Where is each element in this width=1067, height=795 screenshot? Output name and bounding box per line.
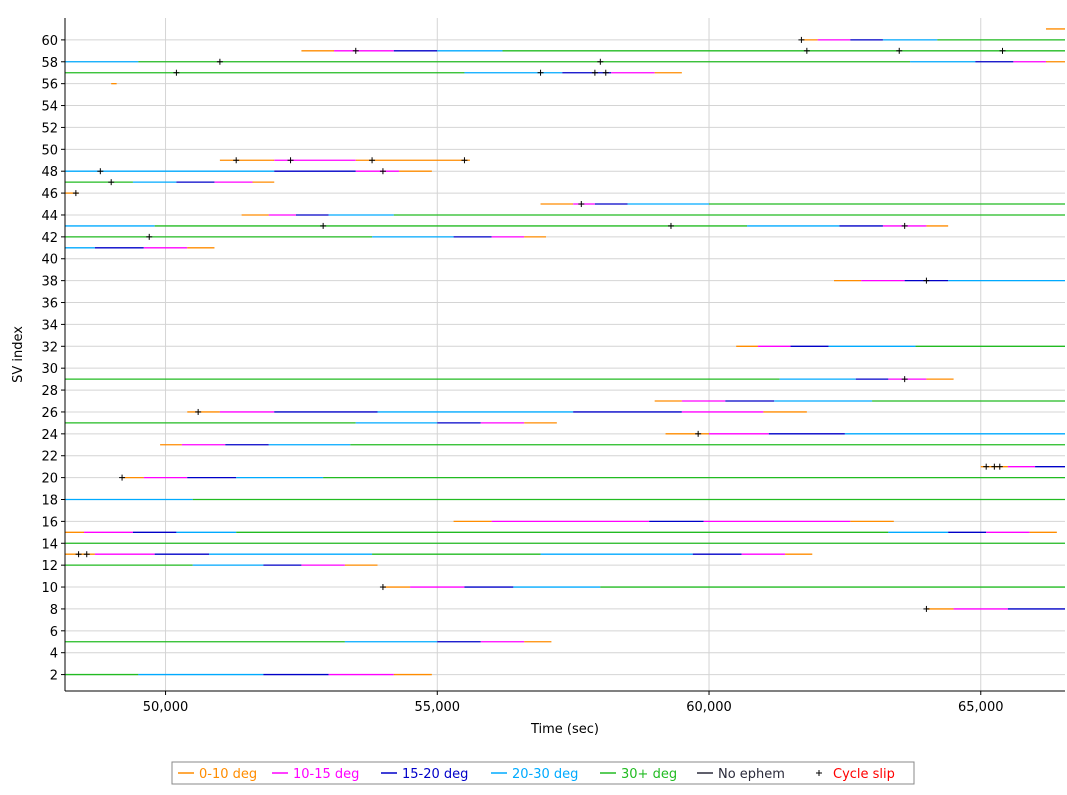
cycle-slip-marker — [379, 584, 386, 591]
cycle-slip-marker — [695, 430, 702, 437]
legend-entry: 30+ deg — [600, 767, 677, 782]
cycle-slip-marker — [597, 58, 604, 65]
cycle-slip-marker — [83, 551, 90, 558]
cycle-slip-marker — [119, 474, 126, 481]
y-tick-label: 20 — [41, 472, 58, 487]
cycle-slip-marker — [216, 58, 223, 65]
y-tick-label: 50 — [41, 143, 58, 158]
legend-box — [171, 761, 915, 785]
cycle-slip-marker — [287, 157, 294, 164]
y-tick-label: 16 — [41, 515, 58, 530]
cycle-slips-layer — [72, 36, 1006, 612]
legend-entry: 15-20 deg — [381, 767, 468, 782]
y-tick-label: 40 — [41, 253, 58, 268]
legend-entry: Cycle slip — [816, 767, 895, 782]
cycle-slip-marker — [996, 463, 1003, 470]
y-tick-label: 54 — [41, 100, 58, 115]
x-tick-label: 55,000 — [415, 700, 461, 715]
y-tick-label: 38 — [41, 275, 58, 290]
cycle-slip-marker — [803, 47, 810, 54]
legend-entry: 10-15 deg — [272, 767, 359, 782]
cycle-slip-marker — [352, 47, 359, 54]
legend-entry: 0-10 deg — [178, 767, 257, 782]
axes-layer: 2468101214161820222426283032343638404244… — [41, 18, 1065, 715]
legend-label: 30+ deg — [621, 767, 677, 782]
y-tick-label: 14 — [41, 537, 58, 552]
legend-label: Cycle slip — [833, 767, 895, 782]
x-tick-label: 50,000 — [143, 700, 189, 715]
y-tick-label: 42 — [41, 231, 58, 246]
legend-label: 10-15 deg — [293, 767, 359, 782]
cycle-slip-marker — [97, 168, 104, 175]
legend-label: 20-30 deg — [512, 767, 578, 782]
y-tick-label: 56 — [41, 78, 58, 93]
y-tick-label: 4 — [50, 647, 58, 662]
cycle-slip-marker — [923, 605, 930, 612]
cycle-slip-marker — [75, 551, 82, 558]
y-tick-label: 8 — [50, 603, 58, 618]
y-tick-label: 32 — [41, 340, 58, 355]
y-tick-label: 22 — [41, 450, 58, 465]
cycle-slip-marker — [602, 69, 609, 76]
cycle-slip-marker — [923, 277, 930, 284]
cycle-slip-marker — [379, 168, 386, 175]
cycle-slip-marker — [667, 222, 674, 229]
legend-entry: No ephem — [697, 767, 785, 782]
y-tick-label: 36 — [41, 297, 58, 312]
cycle-slip-marker — [173, 69, 180, 76]
y-tick-label: 60 — [41, 34, 58, 49]
legend: 0-10 deg 10-15 deg 15-20 deg 20-30 deg 30+ d… — [171, 761, 915, 785]
cycle-slip-marker — [991, 463, 998, 470]
x-axis-title: Time (sec) — [530, 722, 599, 737]
y-tick-label: 30 — [41, 362, 58, 377]
y-tick-label: 26 — [41, 406, 58, 421]
cycle-slip-marker — [901, 376, 908, 383]
cycle-slip-marker — [233, 157, 240, 164]
cycle-slip-marker — [983, 463, 990, 470]
y-tick-label: 24 — [41, 428, 58, 443]
y-axis-title: SV index — [11, 326, 26, 383]
y-tick-label: 46 — [41, 187, 58, 202]
x-tick-label: 60,000 — [686, 700, 732, 715]
cycle-slip-marker — [591, 69, 598, 76]
cycle-slip-marker — [537, 69, 544, 76]
cycle-slip-marker — [195, 408, 202, 415]
legend-label: 15-20 deg — [402, 767, 468, 782]
y-tick-label: 58 — [41, 56, 58, 71]
y-tick-label: 34 — [41, 318, 58, 333]
x-tick-label: 65,000 — [958, 700, 1004, 715]
cycle-slip-marker — [72, 190, 79, 197]
legend-entry: 20-30 deg — [491, 767, 578, 782]
cycle-slip-marker — [999, 47, 1006, 54]
cycle-slip-marker — [369, 157, 376, 164]
cycle-slip-marker — [798, 36, 805, 43]
cycle-slip-marker — [146, 233, 153, 240]
y-tick-label: 18 — [41, 493, 58, 508]
y-tick-label: 28 — [41, 384, 58, 399]
cycle-slip-marker — [896, 47, 903, 54]
cycle-slip-marker — [901, 222, 908, 229]
y-tick-label: 2 — [50, 669, 58, 684]
y-tick-label: 10 — [41, 581, 58, 596]
y-tick-label: 12 — [41, 559, 58, 574]
y-tick-label: 52 — [41, 121, 58, 136]
cycle-slip-marker — [578, 201, 585, 208]
cycle-slip-marker — [320, 222, 327, 229]
y-tick-label: 48 — [41, 165, 58, 180]
cycle-slip-marker — [108, 179, 115, 186]
legend-label: 0-10 deg — [199, 767, 257, 782]
legend-label: No ephem — [718, 767, 785, 782]
y-tick-label: 44 — [41, 209, 58, 224]
y-tick-label: 6 — [50, 625, 58, 640]
cycle-slip-marker — [461, 157, 468, 164]
